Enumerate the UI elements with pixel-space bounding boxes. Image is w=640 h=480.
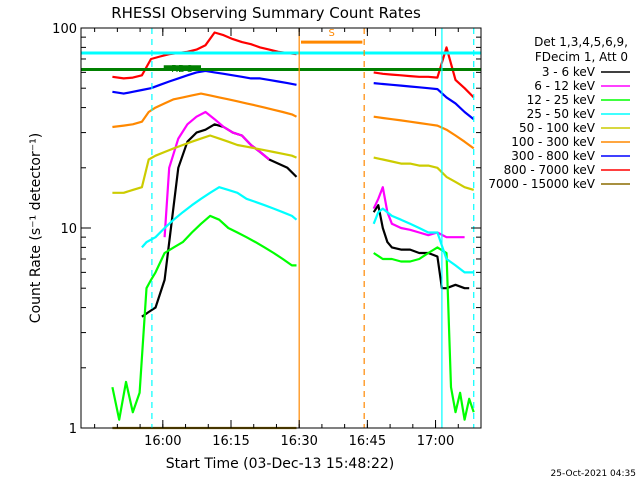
legend-label-7000-15000-kev: 7000 - 15000 keV bbox=[488, 177, 595, 191]
series-12-25-kev-segment-2 bbox=[373, 246, 475, 421]
series-800-7000-kev-segment-2 bbox=[373, 46, 475, 99]
series-3-6-kev-segment-1 bbox=[141, 123, 298, 318]
overlay-layer: RDO S bbox=[81, 28, 481, 428]
series-50-100-kev-segment-2 bbox=[373, 156, 475, 191]
legend-label-300-800-kev: 300 - 800 keV bbox=[511, 149, 595, 163]
y-tick-label: 1 bbox=[69, 422, 77, 437]
x-tick-label: 16:15 bbox=[212, 434, 249, 449]
legend-header-1: Det 1,3,4,5,6,9, bbox=[534, 35, 628, 49]
series-3-6-kev bbox=[141, 123, 470, 318]
x-axis-label: Start Time (03-Dec-13 15:48:22) bbox=[166, 456, 394, 472]
series-100-300-kev-segment-2 bbox=[373, 115, 475, 150]
x-tick-label: 16:45 bbox=[349, 434, 386, 449]
series-50-100-kev-segment-1 bbox=[112, 134, 297, 194]
legend-label-100-300-kev: 100 - 300 keV bbox=[511, 135, 595, 149]
series-100-300-kev-segment-1 bbox=[112, 92, 297, 129]
flag-label-s: S bbox=[329, 28, 335, 39]
footer-timestamp: 25-Oct-2021 04:35 bbox=[551, 469, 636, 479]
legend-label-50-100-kev: 50 - 100 keV bbox=[519, 121, 596, 135]
legend-label-12-25-kev: 12 - 25 keV bbox=[527, 93, 596, 107]
legend-label-800-7000-kev: 800 - 7000 keV bbox=[504, 163, 596, 177]
series-3-6-kev-segment-2 bbox=[372, 204, 470, 290]
legend-header-2: FDecim 1, Att 0 bbox=[535, 50, 628, 64]
series-50-100-kev bbox=[112, 134, 475, 194]
series-25-50-kev-segment-2 bbox=[372, 207, 474, 274]
series-100-300-kev bbox=[112, 92, 475, 150]
data-layer bbox=[111, 31, 475, 430]
legend-label-3-6-kev: 3 - 6 keV bbox=[542, 65, 596, 79]
series-12-25-kev bbox=[111, 214, 475, 421]
chart-title: RHESSI Observing Summary Count Rates bbox=[111, 4, 421, 22]
flag-label-rdo: RDO bbox=[171, 64, 194, 75]
series-25-50-kev-segment-1 bbox=[141, 186, 298, 249]
y-tick-label: 100 bbox=[52, 22, 77, 37]
series-12-25-kev-segment-1 bbox=[111, 214, 297, 421]
y-tick-label: 10 bbox=[60, 222, 77, 237]
series-6-12-kev-segment-1 bbox=[163, 110, 270, 238]
series-25-50-kev bbox=[141, 186, 474, 274]
axes-layer: 16:00 16:15 16:30 16:45 17:00 1 10 100 bbox=[52, 22, 481, 449]
legend-label-25-50-kev: 25 - 50 keV bbox=[527, 107, 596, 121]
y-axis-label: Count Rate (s⁻¹ detector⁻¹) bbox=[28, 133, 44, 323]
x-tick-label: 16:30 bbox=[280, 434, 317, 449]
series-6-12-kev-segment-2 bbox=[372, 186, 465, 239]
x-tick-label: 16:00 bbox=[144, 434, 181, 449]
series-6-12-kev bbox=[163, 110, 465, 239]
legend-label-6-12-kev: 6 - 12 keV bbox=[534, 79, 596, 93]
legend: Det 1,3,4,5,6,9,FDecim 1, Att 03 - 6 keV… bbox=[488, 35, 630, 191]
series-300-800-kev-segment-2 bbox=[373, 82, 475, 121]
x-tick-label: 17:00 bbox=[417, 434, 454, 449]
